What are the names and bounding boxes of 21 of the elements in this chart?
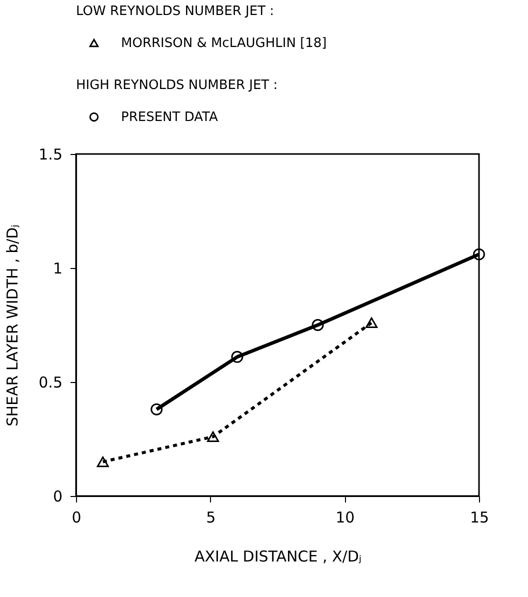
y-tick-label: 1.5 xyxy=(38,146,62,164)
x-tick-label: 5 xyxy=(206,508,216,526)
legend-label: PRESENT DATA xyxy=(121,110,218,125)
point xyxy=(150,403,163,416)
point xyxy=(366,317,378,328)
text: HIGH REYNOLDS NUMBER JET : xyxy=(76,78,278,93)
point xyxy=(96,456,109,468)
legend-label: MORRISON & McLAUGHLIN [18] xyxy=(121,36,327,51)
x-axis-title: AXIAL DISTANCE , X/Dⱼ xyxy=(194,548,362,566)
point xyxy=(207,431,220,442)
x-tick-label: 15 xyxy=(470,508,490,526)
text: LOW REYNOLDS NUMBER JET : xyxy=(76,4,274,19)
y-axis-title: SHEAR LAYER WIDTH , b/Dⱼ xyxy=(4,224,22,426)
x-tick-label: 10 xyxy=(336,508,355,526)
point xyxy=(473,248,485,260)
point xyxy=(231,350,244,363)
point xyxy=(312,319,324,331)
x-tick-label: 0 xyxy=(72,508,82,526)
y-tick-label: 1 xyxy=(52,260,62,278)
y-tick-label: 0.5 xyxy=(38,374,62,392)
y-tick-label: 0 xyxy=(52,488,62,506)
